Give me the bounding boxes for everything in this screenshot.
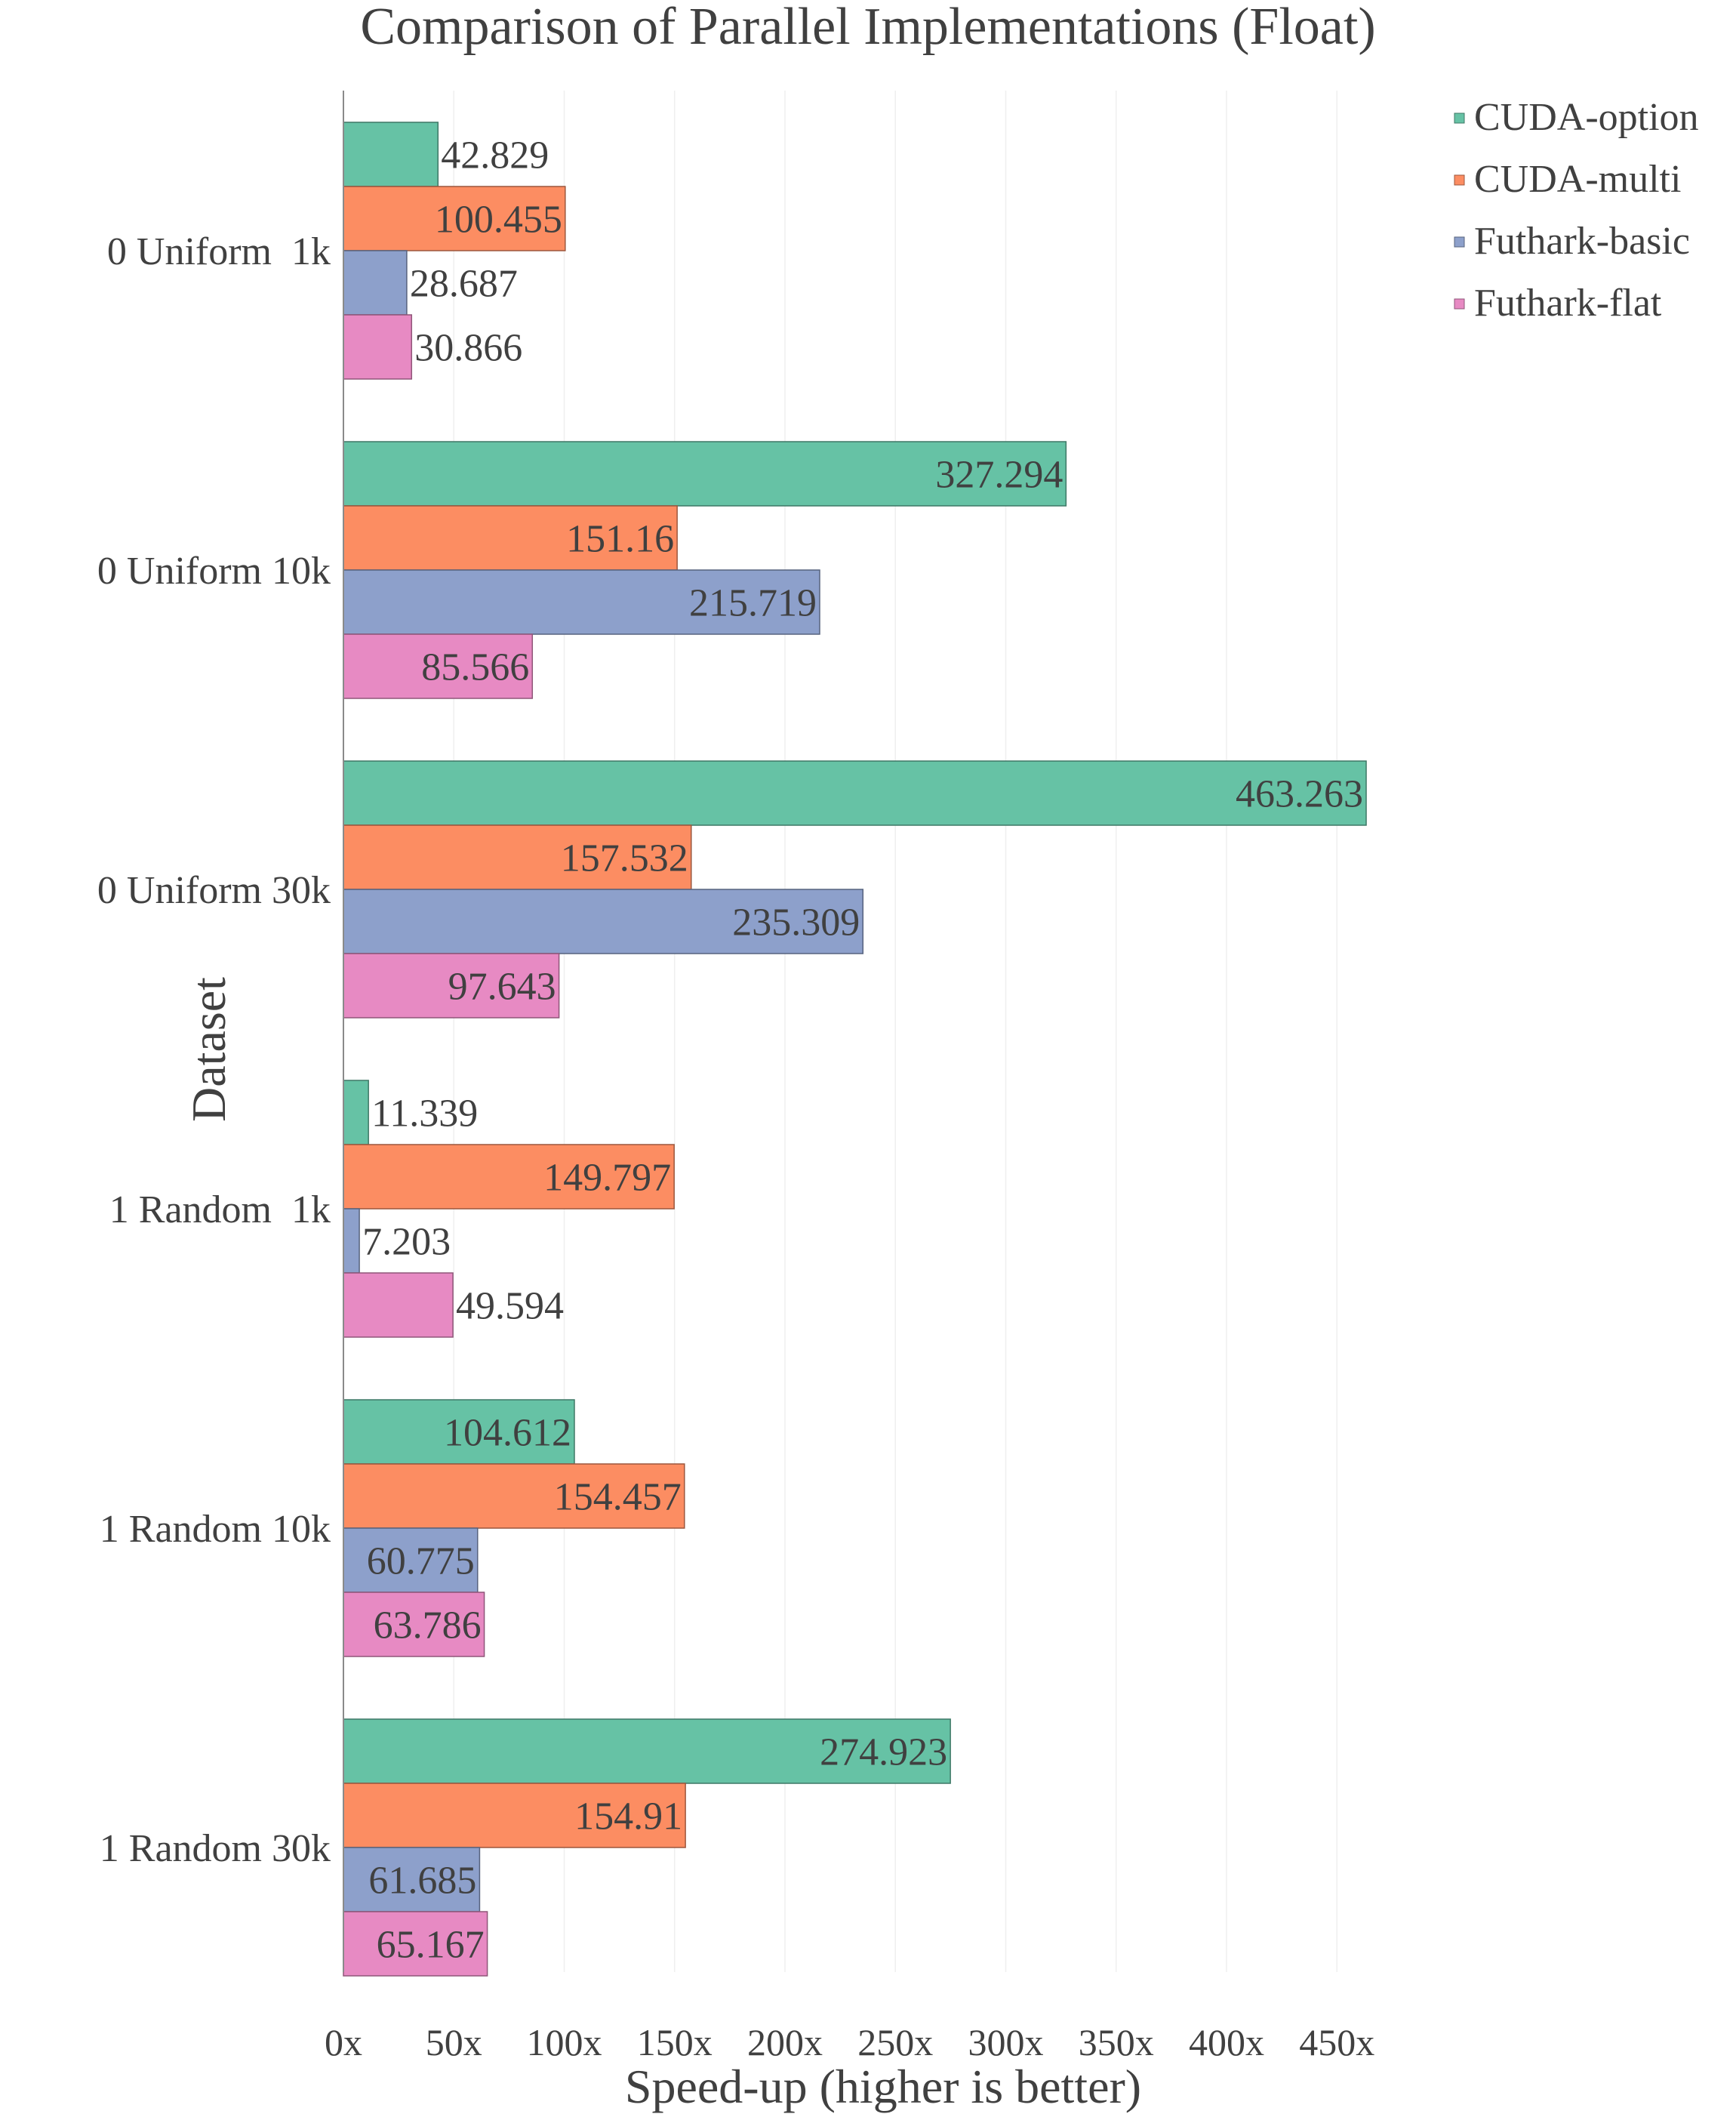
x-tick-label: 300x xyxy=(968,2021,1044,2063)
category-label: 1 Random 10k xyxy=(100,1508,331,1551)
bar xyxy=(343,1272,454,1338)
data-label: 61.685 xyxy=(368,1860,476,1903)
bar xyxy=(343,953,560,1018)
data-labels: 42.829 100.455 28.687 30.866 327.294 151.16 21… xyxy=(362,134,1363,1967)
bar xyxy=(343,1527,479,1593)
legend-label: CUDA-multi xyxy=(1474,158,1681,201)
legend-label: CUDA-option xyxy=(1474,96,1699,139)
data-label: 215.719 xyxy=(689,582,817,625)
bar xyxy=(343,569,820,635)
x-tick-label: 350x xyxy=(1079,2021,1154,2063)
x-tick-label: 400x xyxy=(1189,2021,1264,2063)
x-tick-label: 200x xyxy=(747,2021,823,2063)
legend-label: Futhark-basic xyxy=(1474,220,1690,263)
bar xyxy=(343,1080,369,1145)
bar xyxy=(343,250,408,316)
bar xyxy=(343,1783,686,1848)
x-axis-title: Speed-up (higher is better) xyxy=(625,2060,1141,2113)
category-label: 0 Uniform 1k xyxy=(107,230,331,273)
bar xyxy=(343,186,566,251)
bar xyxy=(343,1463,685,1529)
data-label: 154.91 xyxy=(574,1795,682,1838)
bar xyxy=(343,824,692,890)
data-label: 11.339 xyxy=(371,1092,478,1136)
category-label: 0 Uniform 30k xyxy=(97,869,331,912)
bar xyxy=(343,633,534,699)
category-label: 1 Random 1k xyxy=(109,1188,331,1231)
bar xyxy=(343,1208,360,1274)
bar xyxy=(343,314,413,380)
bar xyxy=(343,441,1067,507)
x-tick-label: 50x xyxy=(426,2021,482,2063)
data-label: 65.167 xyxy=(377,1924,485,1967)
data-label: 28.687 xyxy=(410,263,518,306)
data-label: 85.566 xyxy=(421,646,529,689)
data-label: 42.829 xyxy=(441,134,549,177)
bar xyxy=(343,1911,488,1977)
data-label: 100.455 xyxy=(435,199,562,242)
category-labels: 0 Uniform 1k 0 Uniform 10k 0 Uniform 30k 1 … xyxy=(97,230,331,1870)
legend-swatch xyxy=(1454,298,1465,310)
data-label: 235.309 xyxy=(732,901,860,945)
legend-label: Futhark-flat xyxy=(1474,282,1662,325)
data-label: 49.594 xyxy=(456,1285,564,1328)
gridlines xyxy=(453,91,1337,1972)
data-label: 63.786 xyxy=(374,1604,482,1647)
x-tick-label: 150x xyxy=(637,2021,713,2063)
data-label: 97.643 xyxy=(448,966,556,1009)
data-label: 7.203 xyxy=(362,1221,451,1264)
data-label: 327.294 xyxy=(935,454,1063,497)
bar xyxy=(343,1399,575,1465)
data-label: 274.923 xyxy=(820,1731,947,1774)
bar xyxy=(343,122,439,187)
bars xyxy=(343,122,1367,1977)
bar xyxy=(343,1718,951,1784)
x-tick-label: 450x xyxy=(1299,2021,1374,2063)
legend: CUDA-option CUDA-multi Futhark-basic Futhar… xyxy=(1454,96,1699,325)
legend-swatch xyxy=(1454,174,1465,186)
y-axis-title: Dataset xyxy=(182,977,235,1122)
x-tick-label: 0x xyxy=(325,2021,362,2063)
x-tick-label: 100x xyxy=(527,2021,602,2063)
data-label: 104.612 xyxy=(444,1412,571,1455)
legend-swatch xyxy=(1454,112,1465,124)
data-label: 151.16 xyxy=(566,518,674,561)
x-tick-label: 250x xyxy=(857,2021,933,2063)
data-label: 149.797 xyxy=(543,1157,671,1200)
chart-title: Comparison of Parallel Implementations (… xyxy=(360,0,1375,56)
bar xyxy=(343,1847,481,1912)
category-label: 1 Random 30k xyxy=(100,1827,331,1870)
data-label: 60.775 xyxy=(367,1540,475,1583)
data-label: 157.532 xyxy=(561,837,688,880)
category-label: 0 Uniform 10k xyxy=(97,550,331,593)
data-label: 154.457 xyxy=(554,1476,682,1519)
bar xyxy=(343,889,864,954)
legend-swatch xyxy=(1454,236,1465,248)
data-label: 30.866 xyxy=(414,327,522,370)
data-label: 463.263 xyxy=(1236,773,1363,816)
bar xyxy=(343,760,1367,826)
x-tick-labels: 0x 50x 100x 150x 200x 250x 300x 350x 400x 450x xyxy=(325,2021,1374,2063)
